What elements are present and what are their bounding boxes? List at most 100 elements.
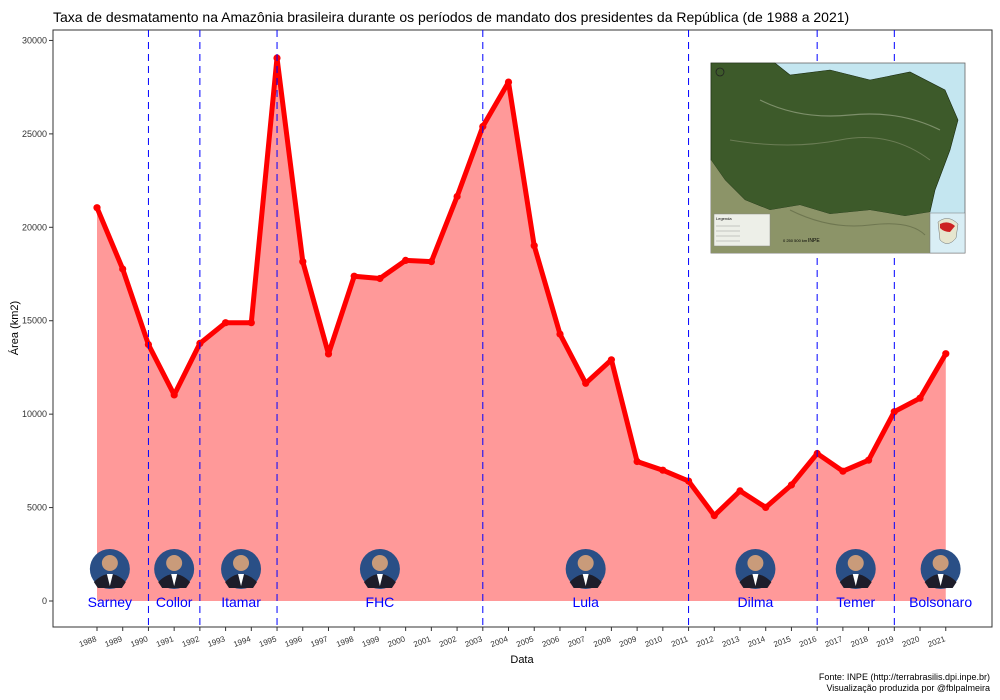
x-tick-label: 2012	[695, 634, 715, 649]
x-tick-label: 1995	[258, 634, 278, 649]
map-logo: INPE	[808, 238, 820, 244]
area-fill	[97, 58, 946, 601]
avatar-itamar	[221, 549, 262, 589]
data-point-1989	[119, 265, 127, 273]
data-point-2009	[633, 457, 641, 466]
x-tick-label: 2007	[567, 634, 587, 649]
data-point-2008	[607, 356, 616, 364]
data-point-2006	[556, 330, 564, 338]
x-tick-label: 1988	[78, 634, 98, 649]
x-tick-label: 1999	[361, 634, 381, 649]
map-legend-box	[713, 213, 771, 247]
x-tick-label: 1991	[155, 634, 175, 649]
area-layer	[93, 54, 950, 601]
data-point-2010	[659, 466, 667, 474]
x-tick-label: 2000	[387, 634, 407, 649]
x-tick-label: 2009	[618, 634, 638, 649]
x-tick-label: 2006	[541, 634, 561, 649]
data-point-2007	[582, 379, 590, 387]
data-point-1988	[93, 204, 101, 212]
data-point-2019	[890, 408, 898, 416]
data-point-2011	[685, 477, 693, 485]
president-label-temer: Temer	[836, 594, 875, 610]
x-tick-label: 2014	[747, 634, 767, 649]
x-tick-label: 2004	[489, 634, 509, 649]
data-point-1997	[324, 350, 333, 358]
avatar-dilma	[735, 549, 776, 589]
y-tick-label: 25000	[22, 129, 47, 139]
data-point-2017	[839, 467, 847, 475]
x-tick-label: 2010	[644, 634, 664, 649]
series-line	[94, 55, 948, 519]
avatar-sarney	[89, 549, 130, 589]
x-tick-label: 2021	[927, 634, 947, 649]
data-point-2018	[865, 456, 873, 464]
avatar-fhc	[359, 549, 400, 589]
president-label-dilma: Dilma	[738, 594, 774, 610]
x-tick-label: 1993	[206, 634, 226, 649]
data-point-2015	[787, 481, 796, 489]
president-label-collor: Collor	[156, 594, 193, 610]
x-tick-label: 2001	[412, 634, 432, 649]
data-point-2002	[453, 192, 461, 201]
x-tick-label: 2019	[875, 634, 895, 649]
x-tick-label: 2020	[901, 634, 921, 649]
x-tick-label: 1996	[284, 634, 304, 649]
president-label-sarney: Sarney	[88, 594, 132, 610]
x-tick-label: 2018	[849, 634, 869, 649]
president-label-lula: Lula	[572, 594, 599, 610]
x-tick-label: 1997	[309, 634, 329, 649]
source-caption: Fonte: INPE (http://terrabrasilis.dpi.in…	[819, 672, 990, 682]
x-tick-label: 2011	[670, 634, 690, 649]
data-point-1994	[247, 319, 255, 327]
y-tick-label: 20000	[22, 222, 47, 232]
data-point-2005	[530, 242, 538, 250]
y-tick-label: 5000	[27, 503, 47, 513]
president-label-itamar: Itamar	[221, 594, 261, 610]
data-point-2013	[736, 487, 744, 495]
y-tick-label: 0	[42, 596, 47, 606]
avatar-bolsonaro	[920, 549, 961, 589]
map-scale-label: 0 250 500 km	[783, 238, 808, 243]
y-tick-label: 10000	[22, 409, 47, 419]
amazon-satellite-map-icon: Legenda 0 250 500 km INPE	[710, 62, 966, 254]
data-point-2014	[762, 503, 770, 511]
y-tick-label: 15000	[22, 316, 47, 326]
x-tick-label: 1989	[104, 634, 124, 649]
data-point-1998	[350, 272, 358, 280]
data-point-2021	[942, 350, 950, 358]
x-tick-label: 2002	[438, 634, 458, 649]
x-tick-label: 2008	[592, 634, 612, 649]
x-axis-label: Data	[510, 654, 534, 666]
credit-caption: Visualização produzida por @fblpalmeira	[826, 683, 990, 693]
president-label-bolsonaro: Bolsonaro	[909, 594, 972, 610]
president-label-fhc: FHC	[366, 594, 395, 610]
x-tick-label: 1992	[181, 634, 201, 649]
data-point-1993	[222, 319, 230, 327]
data-point-2001	[427, 258, 435, 266]
avatar-temer	[835, 549, 876, 589]
x-tick-label: 2003	[464, 634, 484, 649]
president-avatars: Sarney Collor Itamar FHC Lula Dilma Temer Bolso…	[88, 549, 972, 610]
data-point-2020	[916, 394, 924, 402]
x-tick-label: 2015	[772, 634, 792, 649]
x-tick-label: 2017	[824, 634, 844, 649]
x-tick-label: 1990	[129, 634, 149, 649]
data-point-2012	[710, 511, 718, 520]
chart-title: Taxa de desmatamento na Amazônia brasile…	[53, 9, 849, 25]
data-point-2000	[402, 256, 410, 264]
map-legend-title: Legenda	[716, 216, 732, 221]
data-point-2004	[504, 78, 513, 86]
x-tick-label: 1998	[335, 634, 355, 649]
avatar-collor	[154, 549, 195, 589]
x-tick-label: 2005	[515, 634, 535, 649]
data-point-1996	[299, 258, 307, 266]
x-tick-label: 2013	[721, 634, 741, 649]
data-point-1999	[376, 274, 384, 283]
x-tick-label: 1994	[232, 634, 252, 649]
y-axis-label: Área (km2)	[8, 301, 21, 355]
data-point-1991	[170, 391, 178, 399]
plot-panel	[52, 29, 993, 628]
y-tick-label: 30000	[22, 35, 47, 45]
